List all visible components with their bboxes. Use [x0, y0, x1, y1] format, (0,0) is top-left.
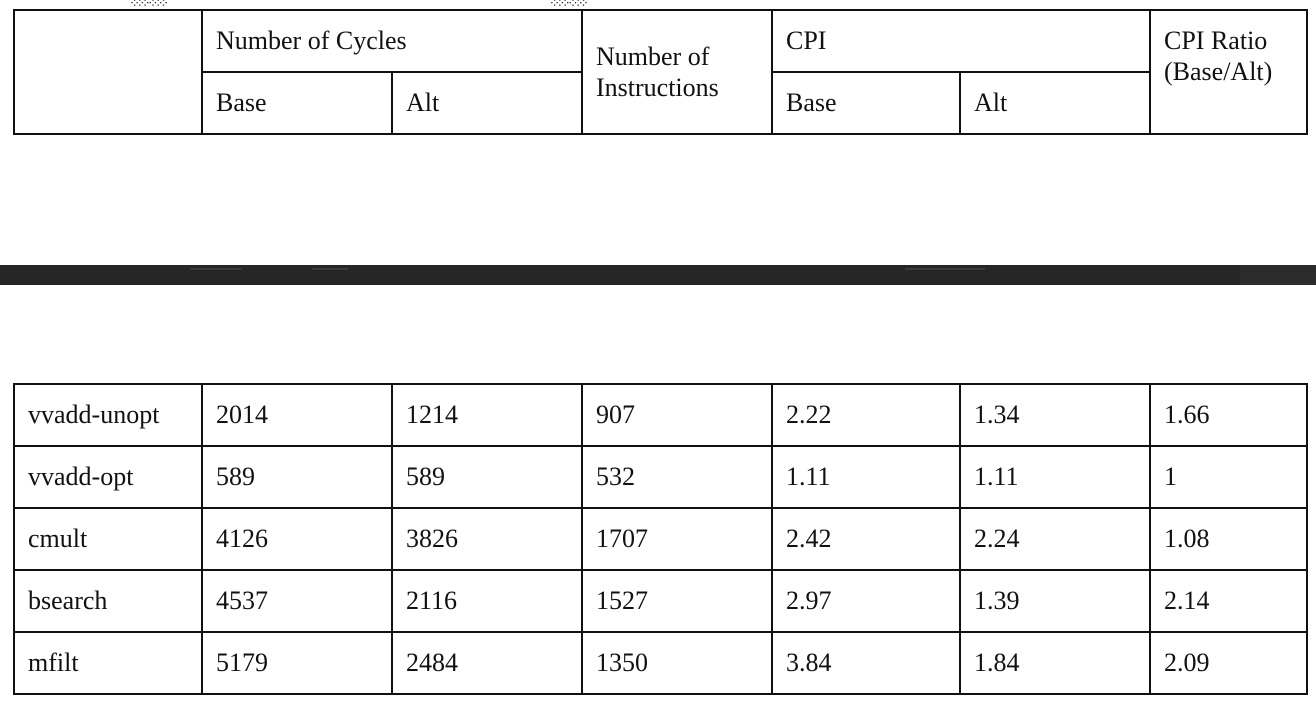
- cycles-base-cell: 2014: [201, 383, 393, 447]
- band-artifact: [312, 268, 348, 270]
- table-row: bsearch 4537 2116 1527 2.97 1.39 2.14: [13, 569, 1308, 633]
- cpi-ratio-cell: 2.09: [1149, 631, 1308, 695]
- cpi-alt-cell: 1.39: [959, 569, 1151, 633]
- header-cpi-base: Base: [771, 71, 961, 135]
- program-name-cell: bsearch: [13, 569, 203, 633]
- cpi-base-cell: 1.11: [771, 445, 961, 509]
- cycles-alt-cell: 2484: [391, 631, 583, 695]
- cpi-alt-cell: 1.84: [959, 631, 1151, 695]
- table-row: cmult 4126 3826 1707 2.42 2.24 1.08: [13, 507, 1308, 571]
- band-artifact: [190, 268, 242, 270]
- table-row: vvadd-unopt 2014 1214 907 2.22 1.34 1.66: [13, 383, 1308, 447]
- data-table: vvadd-unopt 2014 1214 907 2.22 1.34 1.66…: [13, 383, 1308, 695]
- instructions-cell: 532: [581, 445, 773, 509]
- header-number-of-cycles: Number of Cycles: [201, 9, 583, 73]
- cycles-base-cell: 4126: [201, 507, 393, 571]
- cycles-alt-cell: 1214: [391, 383, 583, 447]
- program-name-cell: vvadd-unopt: [13, 383, 203, 447]
- cpi-ratio-cell: 2.14: [1149, 569, 1308, 633]
- cycles-alt-cell: 2116: [391, 569, 583, 633]
- data-table-body: vvadd-unopt 2014 1214 907 2.22 1.34 1.66…: [13, 383, 1308, 695]
- program-name-cell: mfilt: [13, 631, 203, 695]
- cpi-ratio-cell: 1.66: [1149, 383, 1308, 447]
- instructions-cell: 907: [581, 383, 773, 447]
- header-cpi: CPI: [771, 9, 1151, 73]
- cycles-base-cell: 589: [201, 445, 393, 509]
- cpi-ratio-cell: 1.08: [1149, 507, 1308, 571]
- table-row: mfilt 5179 2484 1350 3.84 1.84 2.09: [13, 631, 1308, 695]
- program-name-cell: vvadd-opt: [13, 445, 203, 509]
- instructions-cell: 1707: [581, 507, 773, 571]
- header-cycles-alt: Alt: [391, 71, 583, 135]
- cycles-alt-cell: 3826: [391, 507, 583, 571]
- caption-fragment: ░░: [550, 0, 594, 6]
- cycles-base-cell: 4537: [201, 569, 393, 633]
- program-name-cell: cmult: [13, 507, 203, 571]
- clipped-caption-remnant: ░░ ░░: [0, 0, 1316, 6]
- header-cpi-alt: Alt: [959, 71, 1151, 135]
- instructions-cell: 1350: [581, 631, 773, 695]
- band-artifact: [1240, 265, 1316, 285]
- instructions-cell: 1527: [581, 569, 773, 633]
- header-table: Number of Cycles Number of Instructions …: [13, 9, 1308, 135]
- cycles-alt-cell: 589: [391, 445, 583, 509]
- cpi-alt-cell: 2.24: [959, 507, 1151, 571]
- cycles-base-cell: 5179: [201, 631, 393, 695]
- header-cpi-ratio: CPI Ratio (Base/Alt): [1149, 9, 1308, 135]
- cpi-base-cell: 3.84: [771, 631, 961, 695]
- cpi-base-cell: 2.97: [771, 569, 961, 633]
- cpi-base-cell: 2.42: [771, 507, 961, 571]
- cpi-alt-cell: 1.11: [959, 445, 1151, 509]
- caption-fragment: ░░: [130, 0, 178, 6]
- screenshot-separator-band: [0, 265, 1316, 285]
- cpi-alt-cell: 1.34: [959, 383, 1151, 447]
- header-empty-cell: [13, 9, 203, 135]
- cpi-base-cell: 2.22: [771, 383, 961, 447]
- cpi-ratio-cell: 1: [1149, 445, 1308, 509]
- table-row: vvadd-opt 589 589 532 1.11 1.11 1: [13, 445, 1308, 509]
- band-artifact: [905, 268, 985, 270]
- header-number-of-instructions: Number of Instructions: [581, 9, 773, 135]
- header-cycles-base: Base: [201, 71, 393, 135]
